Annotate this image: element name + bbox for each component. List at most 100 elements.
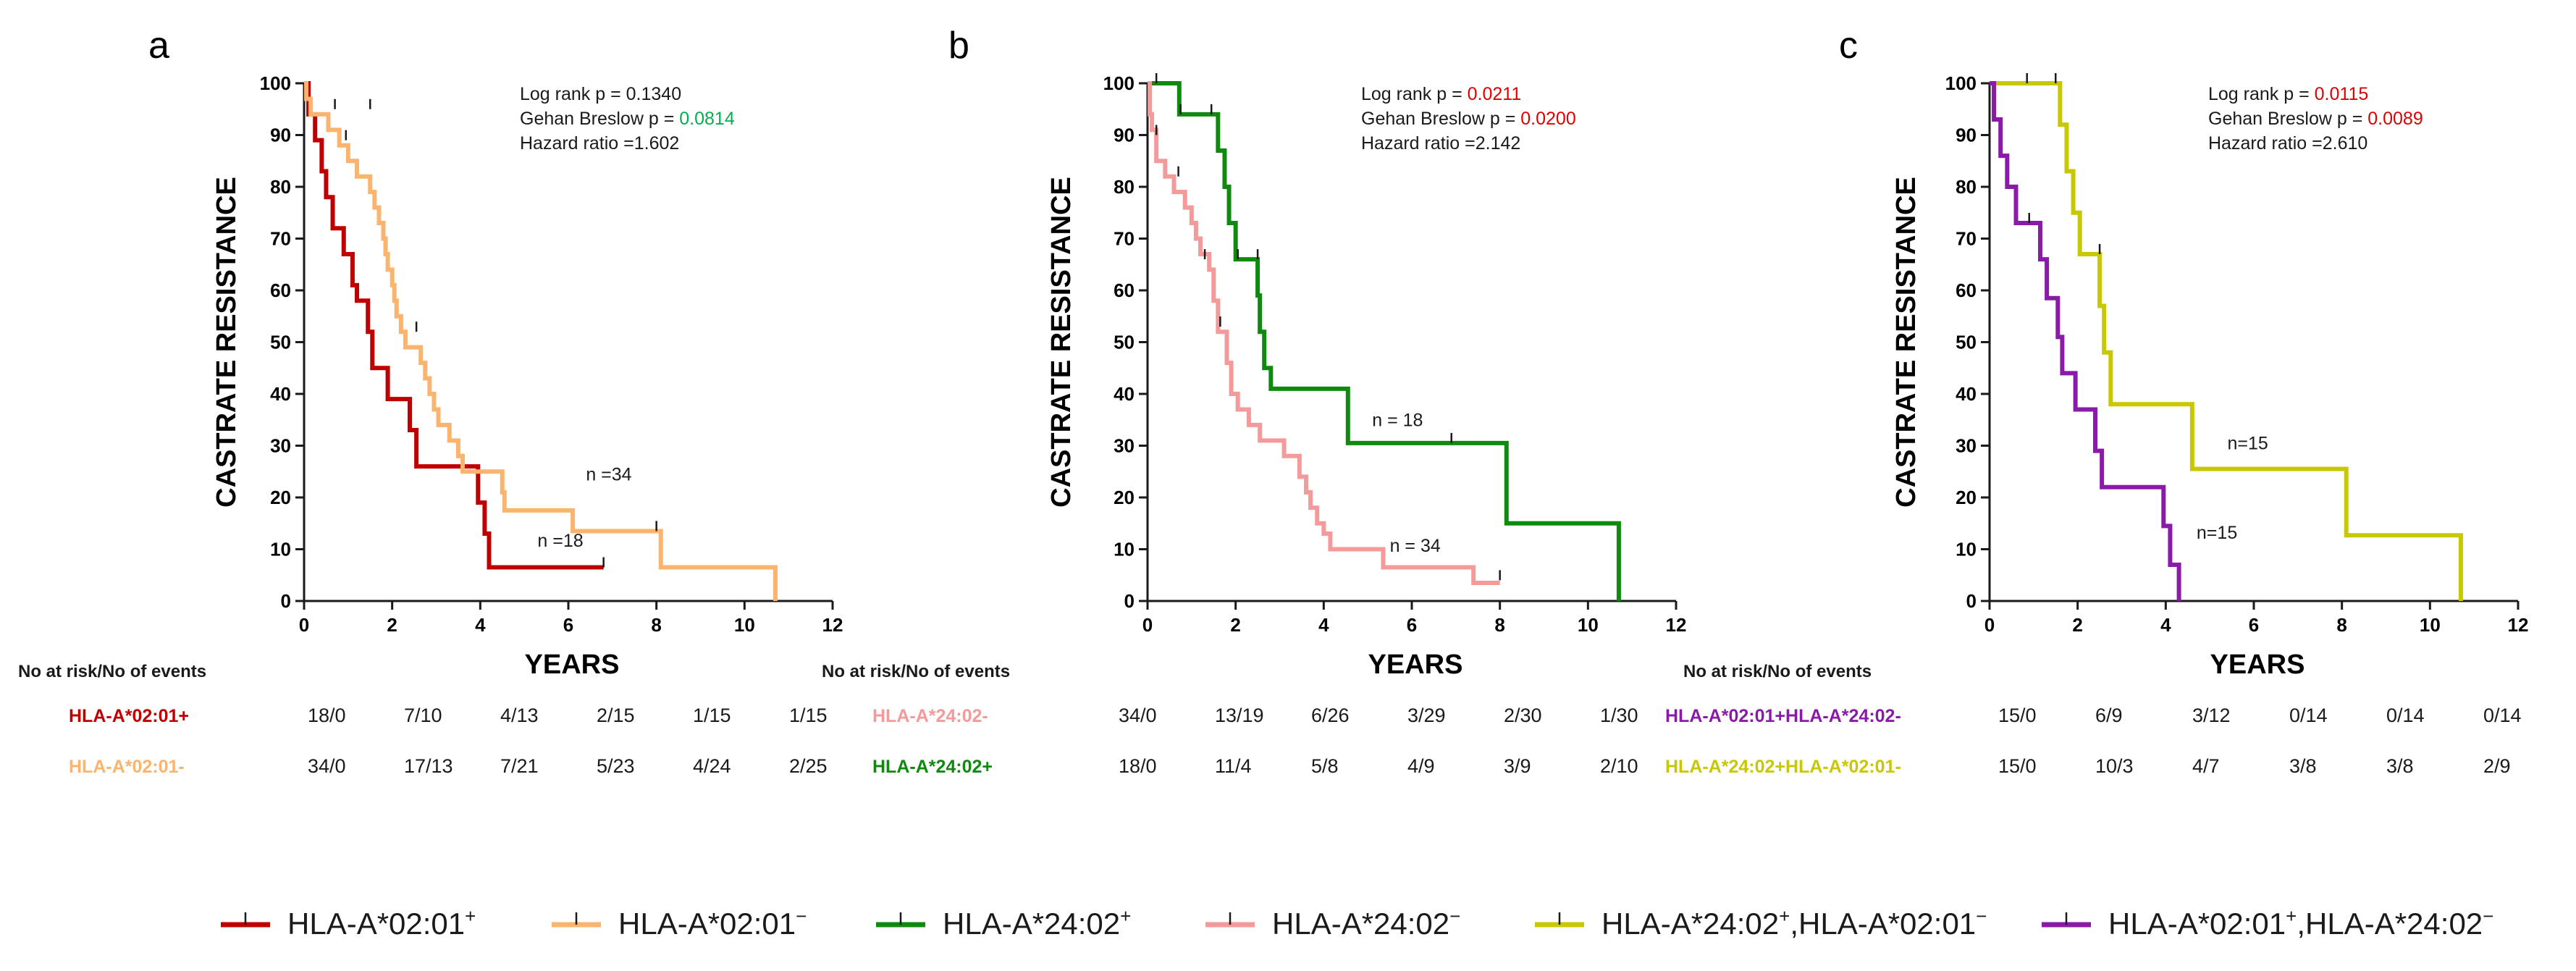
survival-curve [304,81,778,601]
risk-table-title: No at risk/No of events [18,662,206,681]
legend-text: HLA-A*02:01 [287,907,465,941]
stat-line: Hazard ratio =2.610 [2208,133,2367,154]
risk-cell: 3/9 [1504,755,1531,777]
y-tick-label: 60 [1114,279,1135,301]
x-tick-label: 12 [1666,614,1687,636]
risk-cell: 1/15 [789,705,828,726]
x-tick-label: 8 [1494,614,1504,636]
y-tick-label: 40 [1114,383,1135,405]
risk-cell: 6/26 [1311,705,1350,726]
risk-cell: 3/8 [2289,755,2317,777]
x-tick-label: 2 [1230,614,1240,636]
x-tick-label: 0 [1142,614,1153,636]
y-tick-label: 0 [1124,590,1135,612]
y-tick-label: 70 [270,228,291,250]
stat-value: 0.0814 [679,109,735,129]
y-tick-label: 100 [260,72,291,94]
y-tick-label: 0 [1966,590,1977,612]
x-tick-label: 6 [2249,614,2259,636]
legend-sup-2: − [1976,905,1987,927]
survival-curve [1990,81,2463,601]
risk-cell: 34/0 [1119,705,1157,726]
x-tick-label: 10 [734,614,755,636]
risk-cell: 4/13 [500,705,539,726]
y-tick-label: 90 [270,125,291,146]
panel-letter: b [948,25,969,67]
y-tick-label: 50 [270,332,291,353]
risk-cell: 0/14 [2289,705,2328,726]
risk-group-label: HLA-A*02:01+HLA-A*24:02- [1665,706,1901,726]
risk-cell: 1/15 [693,705,731,726]
legend-label: HLA-A*24:02+,HLA-A*02:01− [1601,905,1987,941]
risk-cell: 2/10 [1600,755,1638,777]
legend-label: HLA-A*24:02+ [943,905,1131,941]
risk-cell: 4/7 [2192,755,2220,777]
x-tick-label: 6 [1407,614,1417,636]
x-tick-label: 10 [1578,614,1599,636]
stat-label: Gehan Breslow p = [520,109,679,129]
y-tick-label: 10 [1114,539,1135,560]
x-axis-label: YEARS [525,650,620,680]
stat-line: Log rank p = 0.0115 [2208,84,2368,104]
y-tick-label: 70 [1956,228,1977,250]
risk-cell: 13/19 [1215,705,1264,726]
legend-label: HLA-A*02:01+ [287,905,476,941]
y-tick-label: 100 [1103,72,1135,94]
stat-line: Hazard ratio =1.602 [520,133,679,154]
legend-sup: + [465,905,476,927]
risk-cell: 0/14 [2386,705,2425,726]
stat-label: Hazard ratio = [520,133,634,154]
y-tick-label: 70 [1114,228,1135,250]
survival-curve [1148,81,1621,601]
y-tick-label: 80 [270,176,291,198]
n-label: n = 34 [1390,536,1441,556]
stat-label: Log rank p = [2208,84,2315,104]
stat-value: 0.0115 [2315,84,2369,104]
y-tick-label: 80 [1956,176,1977,198]
risk-cell: 15/0 [1998,755,2037,777]
stat-line: Log rank p = 0.0211 [1361,84,1521,104]
risk-cell: 18/0 [308,705,346,726]
x-axis-label: YEARS [2210,650,2305,680]
survival-curve [304,81,604,570]
risk-cell: 6/9 [2095,705,2123,726]
x-tick-label: 12 [2508,614,2529,636]
y-tick-label: 0 [281,590,291,612]
survival-curve [1148,81,1500,585]
legend-text: HLA-A*02:01 [2108,907,2286,941]
y-tick-label: 40 [1956,383,1977,405]
risk-cell: 18/0 [1119,755,1157,777]
y-tick-label: 20 [1114,487,1135,508]
risk-cell: 5/8 [1311,755,1339,777]
x-tick-label: 0 [299,614,309,636]
stat-line: Gehan Breslow p = 0.0200 [1361,109,1576,129]
stat-label: Hazard ratio = [1361,133,1476,154]
legend-text: HLA-A*24:02 [943,907,1120,941]
risk-cell: 3/29 [1407,705,1446,726]
stat-value: 0.0211 [1468,84,1522,104]
legend-text-2: ,HLA-A*02:01 [1790,907,1976,941]
y-tick-label: 20 [270,487,291,508]
stat-value: 2.142 [1476,133,1521,154]
n-label: n=15 [2228,434,2268,454]
risk-table-title: No at risk/No of events [822,662,1010,681]
risk-cell: 1/30 [1600,705,1638,726]
risk-cell: 34/0 [308,755,346,777]
stat-line: Gehan Breslow p = 0.0814 [520,109,735,129]
risk-cell: 7/10 [404,705,442,726]
y-tick-label: 20 [1956,487,1977,508]
risk-cell: 2/25 [789,755,828,777]
y-tick-label: 90 [1114,125,1135,146]
risk-cell: 4/9 [1407,755,1435,777]
y-tick-label: 30 [1114,435,1135,457]
legend-text: HLA-A*24:02 [1601,907,1779,941]
x-tick-label: 12 [822,614,843,636]
risk-cell: 3/8 [2386,755,2414,777]
risk-group-label: HLA-A*24:02+HLA-A*02:01- [1665,757,1901,777]
x-tick-label: 10 [2420,614,2441,636]
legend-text-2: ,HLA-A*24:02 [2297,907,2483,941]
n-label: n=15 [2197,523,2237,543]
risk-group-label: HLA-A*24:02- [872,706,988,726]
stat-label: Log rank p = [520,84,626,104]
stat-label: Gehan Breslow p = [2208,109,2367,129]
